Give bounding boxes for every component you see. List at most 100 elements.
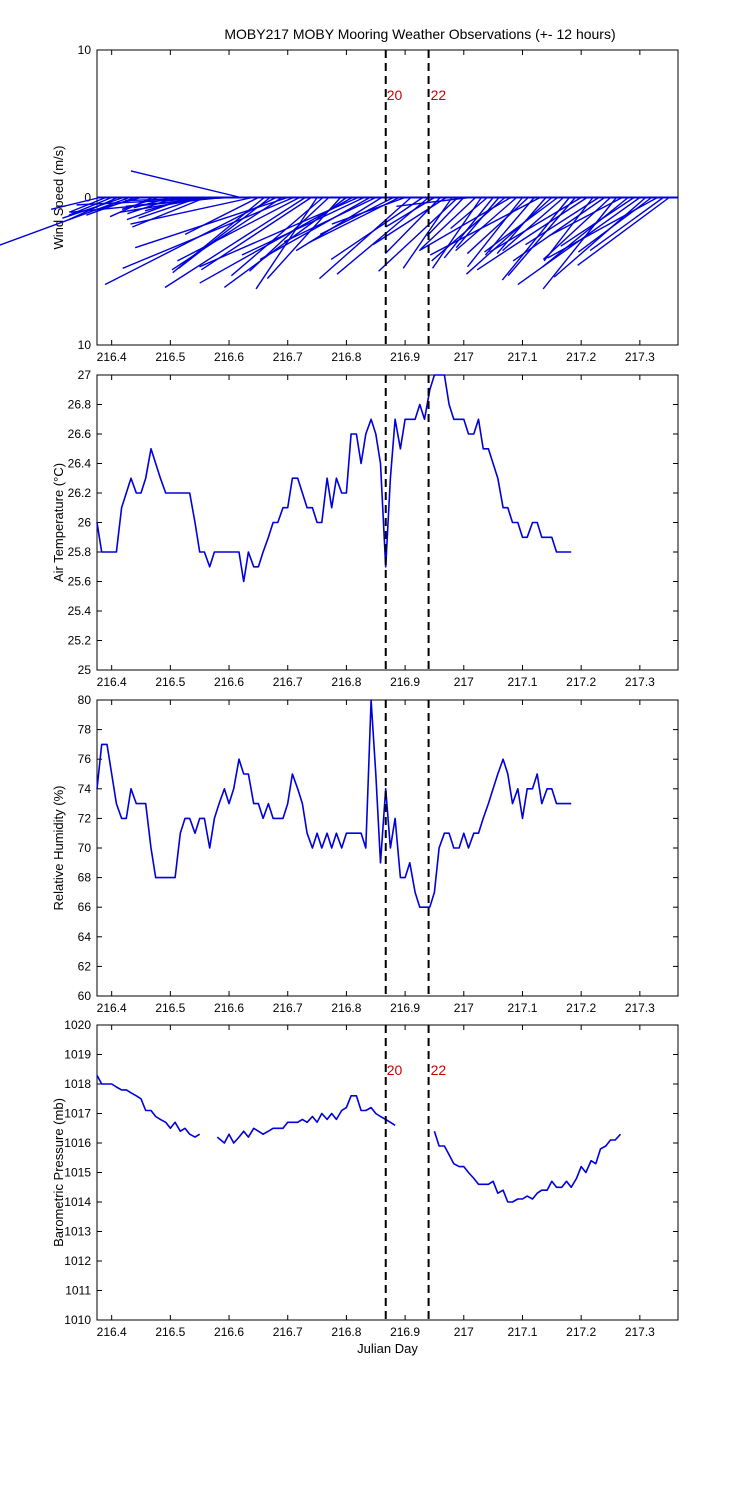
wind-vector	[255, 197, 318, 290]
x-tick-label: 217.1	[507, 1001, 537, 1015]
wind-vector	[553, 196, 647, 278]
data-line	[96, 699, 572, 908]
wind-vector	[130, 196, 253, 225]
y-tick-label: 25.4	[68, 604, 92, 618]
wind-vector	[164, 196, 306, 289]
wind-vector	[560, 196, 635, 247]
figure-title: MOBY217 MOBY Mooring Weather Observation…	[224, 26, 615, 42]
wind-vector	[525, 196, 600, 246]
wind-vector	[130, 170, 241, 199]
x-tick-label: 216.5	[155, 1325, 185, 1339]
y-tick-label: 0	[84, 191, 91, 205]
wind-vector	[476, 196, 588, 271]
wind-vector	[542, 196, 629, 268]
y-tick-label: 1010	[64, 1313, 91, 1327]
wind-vector	[0, 196, 130, 246]
x-tick-label: 217.3	[625, 350, 655, 364]
y-tick-label: 25.2	[68, 634, 92, 648]
wind-vector	[542, 197, 617, 290]
x-tick-label: 217	[454, 675, 474, 689]
y-tick-label: 26.6	[68, 427, 92, 441]
x-tick-label: 217.2	[566, 675, 596, 689]
wind-vector	[512, 196, 606, 262]
y-tick-label: 74	[78, 782, 92, 796]
x-tick-label: 216.4	[97, 350, 127, 364]
y-tick-label: 1013	[64, 1225, 91, 1239]
y-tick-label: 1018	[64, 1077, 91, 1091]
x-tick-label: 216.7	[273, 350, 303, 364]
x-tick-label: 216.7	[273, 675, 303, 689]
wind-vector	[318, 196, 412, 280]
x-tick-label: 216.4	[97, 1325, 127, 1339]
wind-vector	[319, 196, 394, 236]
wind-vector	[577, 196, 653, 253]
wind-vector	[68, 196, 118, 221]
wind-vector	[70, 196, 224, 213]
x-tick-label: 217.3	[625, 1325, 655, 1339]
wind-vector	[420, 196, 477, 250]
x-tick-label: 216.6	[214, 675, 244, 689]
x-tick-label: 216.6	[214, 350, 244, 364]
wind-vector	[330, 196, 424, 261]
wind-vector	[429, 196, 541, 256]
y-tick-label: 1011	[65, 1284, 91, 1298]
wind-vector	[331, 196, 406, 225]
y-tick-label: 25.8	[68, 545, 92, 559]
x-tick-label: 216.6	[214, 1325, 244, 1339]
x-tick-label: 217.1	[507, 350, 537, 364]
y-tick-label: 78	[78, 723, 92, 737]
x-tick-label: 216.5	[155, 350, 185, 364]
x-tick-label: 216.7	[273, 1325, 303, 1339]
barometric-pressure-panel: 216.4 216.5 216.6 216.7 216.8 216.9 217 217.1 21…	[51, 1018, 679, 1356]
wind-vector	[62, 196, 124, 219]
time-marker-label: 22	[431, 87, 447, 103]
wind-vector	[426, 197, 465, 237]
wind-vector	[507, 197, 576, 277]
wind-vector	[455, 197, 500, 249]
y-tick-label: 60	[78, 989, 92, 1003]
time-marker-label: 20	[387, 1062, 403, 1078]
x-tick-label: 216.6	[214, 1001, 244, 1015]
wind-vector	[104, 196, 277, 286]
wind-vector	[50, 196, 101, 210]
air-temperature-panel: 216.4 216.5 216.6 216.7 216.8 216.9 217 217.1 21…	[51, 368, 679, 689]
y-tick-label: 1019	[64, 1048, 91, 1062]
wind-vector	[443, 197, 494, 259]
wind-vector	[484, 196, 559, 253]
x-tick-label: 216.8	[331, 350, 361, 364]
data-line	[96, 1074, 201, 1138]
wind-vector	[132, 196, 206, 228]
x-axis-label: Julian Day	[357, 1341, 418, 1356]
x-tick-label: 216.9	[390, 675, 420, 689]
y-axis-label: Wind Speed (m/s)	[51, 145, 66, 249]
y-tick-label: 1020	[64, 1018, 91, 1032]
y-tick-label: 62	[78, 959, 92, 973]
y-tick-label: 70	[78, 841, 92, 855]
wind-vector	[466, 196, 529, 255]
wind-vector	[199, 196, 359, 268]
y-tick-label: 1015	[64, 1166, 91, 1180]
x-tick-label: 216.9	[390, 350, 420, 364]
wind-vector	[396, 196, 470, 208]
y-axis-label: Barometric Pressure (mb)	[51, 1098, 66, 1247]
y-tick-label: 10	[78, 43, 92, 57]
wind-vector	[177, 196, 300, 262]
relative-humidity-panel: 216.4 216.5 216.6 216.7 216.8 216.9 217 217.1 21…	[51, 693, 679, 1015]
y-tick-label: 26.2	[68, 486, 92, 500]
wind-vector	[418, 196, 512, 252]
y-tick-label: 26.8	[68, 398, 92, 412]
x-tick-label: 216.5	[155, 675, 185, 689]
wind-vector	[455, 196, 518, 252]
data-line	[216, 1095, 396, 1144]
y-tick-label: 72	[78, 811, 92, 825]
wind-vector	[547, 196, 658, 259]
y-tick-label: 1014	[64, 1195, 91, 1209]
y-tick-label: 1012	[64, 1254, 91, 1268]
x-tick-label: 217.2	[566, 350, 596, 364]
y-tick-label: 26.4	[68, 457, 92, 471]
wind-vector	[589, 196, 664, 252]
wind-vector	[122, 196, 294, 269]
x-tick-label: 217.3	[625, 675, 655, 689]
x-tick-label: 216.5	[155, 1001, 185, 1015]
